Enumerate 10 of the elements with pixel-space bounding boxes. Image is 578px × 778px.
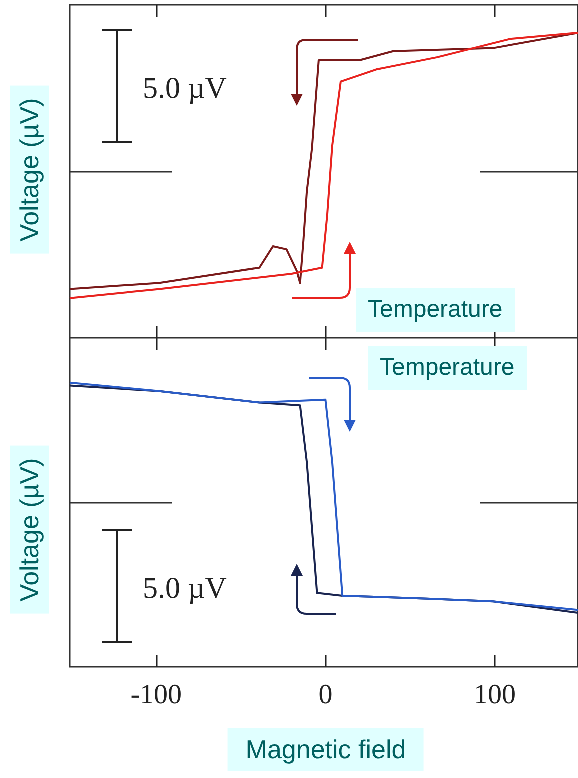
y-axis-title: Voltage (µV) [10, 446, 50, 614]
chart-title: Temperature [368, 346, 527, 390]
x-tick-label: 0 [318, 680, 333, 710]
x-tick-label: 100 [474, 680, 516, 710]
text: Temperature [356, 288, 515, 332]
y-axis-title: Voltage (µV) [10, 86, 50, 254]
x-axis-title: Magnetic field [228, 728, 424, 772]
x-tick-label: -100 [130, 680, 182, 710]
annotation: 5.0 µV [143, 72, 228, 105]
annotation: 5.0 µV [143, 572, 228, 605]
